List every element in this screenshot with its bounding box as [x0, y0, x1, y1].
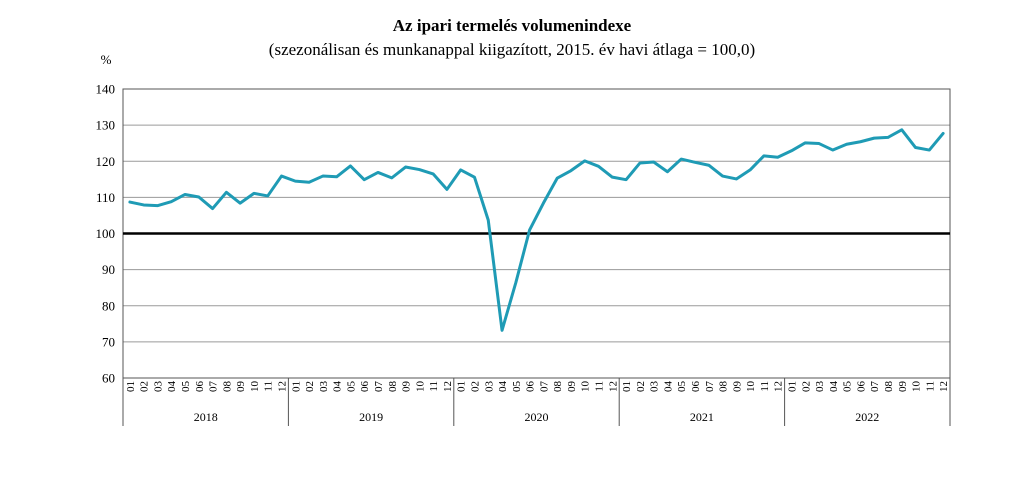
gridlines — [122, 88, 951, 379]
x-tick-label: 07 — [373, 381, 385, 393]
x-tick-label: 07 — [869, 381, 881, 393]
x-tick-label: 06 — [359, 381, 371, 393]
y-tick-labels: 60 70 80 90 100 110 120 130 140 — [96, 82, 116, 386]
chart-subtitle: (szezonálisan és munkanappal kiigazított… — [268, 40, 756, 59]
x-tick-label: 03 — [152, 381, 164, 393]
x-tick-label: 10 — [580, 381, 592, 393]
x-tick-label: 04 — [662, 381, 674, 393]
x-tick-label: 09 — [235, 381, 247, 393]
x-tick-label: 04 — [332, 381, 344, 393]
x-tick-label: 08 — [552, 381, 564, 393]
x-tick-label: 06 — [690, 381, 702, 393]
x-tick-label: 02 — [635, 381, 647, 392]
x-tick-label: 03 — [814, 381, 826, 393]
year-label: 2019 — [359, 410, 383, 424]
x-tick-label: 08 — [387, 381, 399, 393]
y-tick-label: 110 — [96, 190, 115, 205]
x-tick-label: 05 — [511, 381, 523, 393]
x-tick-label: 07 — [538, 381, 550, 393]
y-tick-label: 100 — [96, 226, 116, 241]
x-tick-label: 01 — [621, 381, 633, 392]
x-tick-label: 03 — [483, 381, 495, 393]
year-label: 2018 — [194, 410, 218, 424]
year-label: 2021 — [690, 410, 714, 424]
y-axis-unit-label: % — [101, 52, 112, 67]
x-tick-label: 01 — [125, 381, 137, 392]
x-tick-label: 06 — [525, 381, 537, 393]
y-tick-label: 140 — [96, 82, 116, 97]
chart-title: Az ipari termelés volumenindexe — [392, 16, 632, 35]
x-tick-label: 09 — [897, 381, 909, 393]
x-tick-label: 10 — [911, 381, 923, 393]
x-tick-label: 04 — [497, 381, 509, 393]
x-tick-label: 08 — [883, 381, 895, 393]
x-tick-label: 12 — [607, 381, 619, 392]
y-tick-label: 80 — [102, 298, 115, 313]
x-tick-label: 03 — [649, 381, 661, 393]
y-tick-label: 120 — [96, 154, 116, 169]
x-tick-label: 12 — [442, 381, 454, 392]
year-label: 2020 — [525, 410, 549, 424]
series-line — [128, 128, 945, 332]
x-tick-label: 07 — [208, 381, 220, 393]
x-tick-label: 09 — [401, 381, 413, 393]
series-group — [128, 128, 945, 332]
x-tick-label: 11 — [759, 381, 771, 392]
x-tick-label: 03 — [318, 381, 330, 393]
x-tick-label: 10 — [745, 381, 757, 393]
x-tick-label: 02 — [469, 381, 481, 392]
x-tick-label: 06 — [194, 381, 206, 393]
x-tick-label: 11 — [594, 381, 606, 392]
x-tick-label: 06 — [855, 381, 867, 393]
y-tick-label: 90 — [102, 262, 115, 277]
x-tick-label: 11 — [428, 381, 440, 392]
x-tick-label: 08 — [221, 381, 233, 393]
x-tick-label: 02 — [139, 381, 151, 392]
y-tick-label: 130 — [96, 118, 116, 133]
x-tick-label: 02 — [800, 381, 812, 392]
x-tick-label: 05 — [842, 381, 854, 393]
x-tick-label: 10 — [414, 381, 426, 393]
x-tick-label: 12 — [938, 381, 950, 392]
y-tick-label: 60 — [102, 371, 115, 386]
x-tick-label: 01 — [456, 381, 468, 392]
x-tick-label: 09 — [731, 381, 743, 393]
x-tick-label: 04 — [166, 381, 178, 393]
x-tick-label: 01 — [290, 381, 302, 392]
x-tick-label: 12 — [773, 381, 785, 392]
x-tick-label: 05 — [345, 381, 357, 393]
x-tick-label: 07 — [704, 381, 716, 393]
x-tick-label: 04 — [828, 381, 840, 393]
x-tick-label: 09 — [566, 381, 578, 393]
x-tick-label: 02 — [304, 381, 316, 392]
x-tick-label: 10 — [249, 381, 261, 393]
x-tick-label: 01 — [786, 381, 798, 392]
x-tick-label: 08 — [718, 381, 730, 393]
x-tick-label: 11 — [263, 381, 275, 392]
x-tick-label: 05 — [676, 381, 688, 393]
x-tick-label: 05 — [180, 381, 192, 393]
y-tick-label: 70 — [102, 334, 115, 349]
x-tick-label: 11 — [924, 381, 936, 392]
year-label: 2022 — [855, 410, 879, 424]
x-tick-label: 12 — [277, 381, 289, 392]
